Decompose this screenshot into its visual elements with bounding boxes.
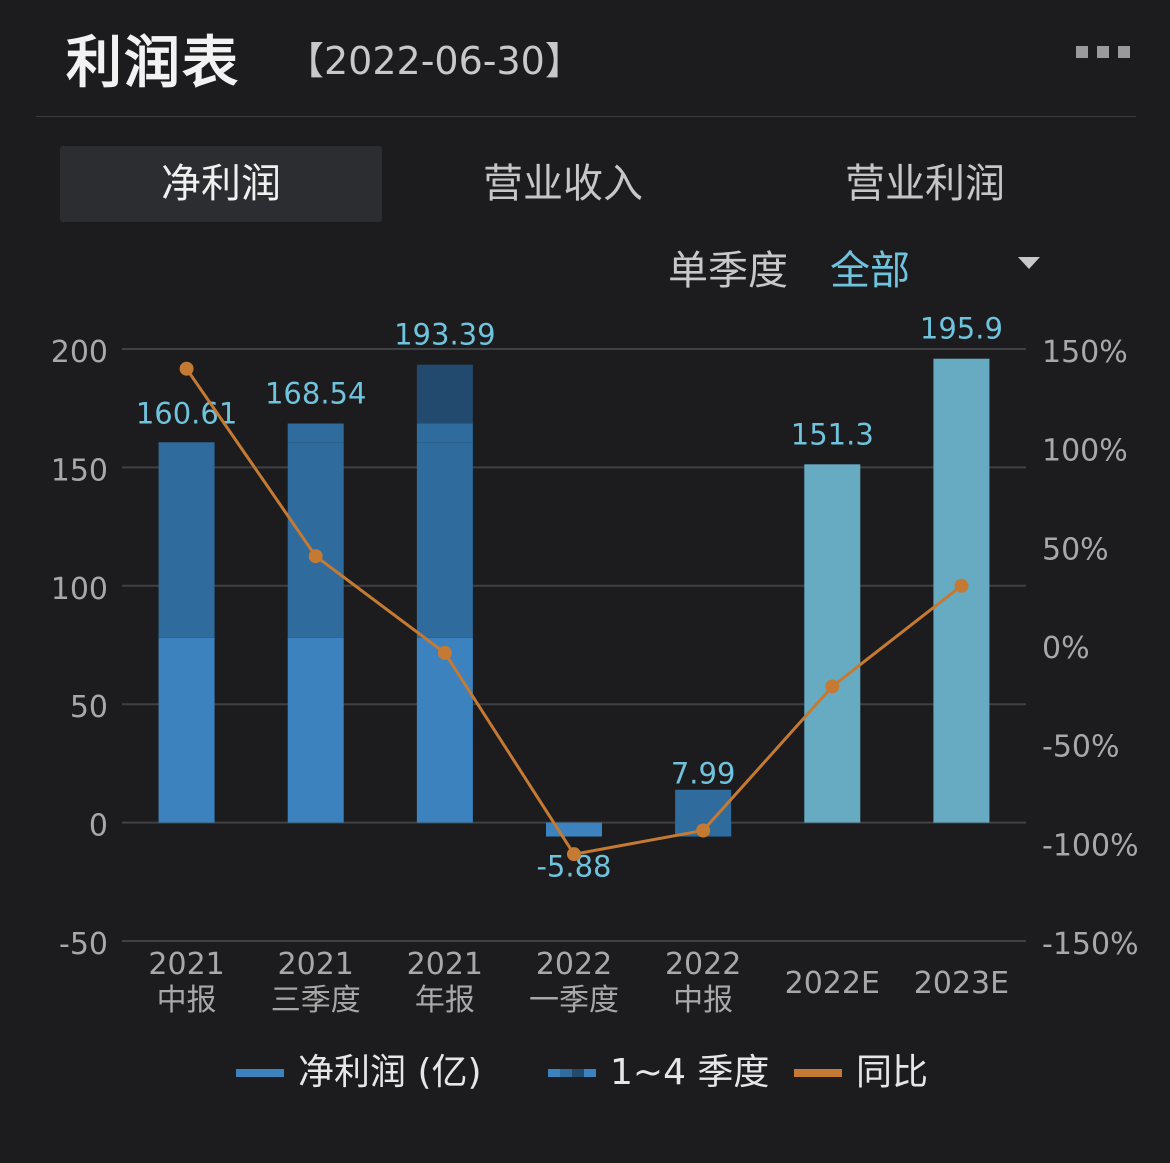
legend-item-quarters[interactable]: 1~4 季度 — [548, 1046, 769, 1100]
yoy-point — [437, 645, 452, 660]
data-label: 160.61 — [136, 396, 237, 430]
data-label: 7.99 — [671, 757, 736, 791]
x-tick-label-period: 中报 — [673, 983, 733, 1018]
yoy-point — [696, 823, 711, 838]
y-right-tick-label: -50% — [1042, 730, 1120, 765]
legend: 净利润 (亿) 1~4 季度 同比 — [0, 1046, 1170, 1106]
bar-segment — [287, 442, 344, 638]
x-tick-label-year: 2021 — [407, 947, 483, 982]
y-left-tick-label: 100 — [51, 572, 108, 607]
legend-label-net-profit: 净利润 (亿) — [298, 1052, 482, 1093]
data-label: 151.3 — [791, 417, 874, 451]
legend-label-quarters: 1~4 季度 — [610, 1052, 770, 1093]
chevron-down-icon[interactable] — [1016, 255, 1042, 271]
yoy-point — [308, 549, 323, 564]
y-right-tick-label: 100% — [1042, 434, 1128, 469]
header-divider — [36, 116, 1136, 117]
x-tick-label: 2023E — [914, 966, 1009, 1001]
y-left-tick-label: 0 — [89, 809, 108, 844]
x-tick-label-period: 三季度 — [271, 983, 361, 1018]
single-quarter-toggle[interactable]: 单季度 — [668, 248, 788, 294]
legend-swatch-net-profit — [236, 1069, 284, 1077]
y-right-tick-label: -150% — [1042, 927, 1139, 962]
bar-segment — [158, 637, 215, 823]
x-tick-label-year: 2022 — [665, 947, 741, 982]
y-right-tick-label: 50% — [1042, 532, 1109, 567]
legend-swatch-yoy — [794, 1069, 842, 1077]
bar-segment — [416, 442, 473, 638]
y-right-tick-label: 0% — [1042, 631, 1090, 666]
bar-estimate — [804, 464, 861, 823]
bar-segment — [416, 364, 473, 424]
data-label: 168.54 — [265, 376, 366, 410]
metric-tabs: 净利润 营业收入 营业利润 — [60, 146, 1140, 222]
header: 利润表 【2022-06-30】 — [0, 0, 1170, 116]
y-right-tick-label: 150% — [1042, 335, 1128, 370]
period-select-value[interactable]: 全部 — [830, 248, 910, 294]
y-left-tick-label: -50 — [59, 927, 108, 962]
legend-swatch-quarters — [548, 1069, 596, 1077]
x-tick-label-period: 中报 — [157, 983, 217, 1018]
more-icon[interactable] — [1076, 46, 1130, 58]
x-tick-label: 2022E — [785, 966, 880, 1001]
y-left-tick-label: 50 — [70, 690, 108, 725]
x-tick-label-year: 2021 — [278, 947, 354, 982]
legend-label-yoy: 同比 — [856, 1052, 929, 1093]
tab-net-profit[interactable]: 净利润 — [60, 146, 382, 222]
data-label: 193.39 — [394, 318, 495, 352]
y-left-tick-label: 200 — [51, 335, 108, 370]
tab-revenue[interactable]: 营业收入 — [483, 161, 643, 207]
bar-segment — [158, 442, 215, 638]
profit-chart: 200 150 100 50 0 -50 150% 100% 50% 0% -50% -100% -15… — [51, 312, 1139, 1018]
yoy-point — [567, 847, 581, 862]
yoy-point — [825, 679, 840, 694]
page-title: 利润表 — [66, 31, 240, 96]
tab-operating-profit[interactable]: 营业利润 — [845, 161, 1005, 207]
x-tick-label-period: 年报 — [415, 983, 475, 1018]
x-tick-label-year: 2022 — [536, 947, 612, 982]
report-date: 【2022-06-30】 — [286, 39, 583, 83]
chart-area: 200 150 100 50 0 -50 150% 100% 50% 0% -50% -100% -15… — [0, 300, 1170, 1040]
bar-segment — [287, 423, 344, 443]
yoy-point — [954, 578, 969, 593]
bar-segment — [416, 423, 473, 443]
y-left-tick-label: 150 — [51, 453, 108, 488]
yoy-point — [179, 361, 194, 376]
legend-item-yoy[interactable]: 同比 — [794, 1046, 928, 1100]
legend-item-net-profit[interactable]: 净利润 (亿) — [236, 1046, 482, 1100]
x-tick-label-year: 2021 — [148, 947, 224, 982]
y-right-tick-label: -100% — [1042, 828, 1139, 863]
x-tick-label-period: 一季度 — [529, 983, 619, 1018]
data-label: 195.9 — [920, 312, 1003, 346]
bar-segment — [287, 637, 344, 823]
bar-segment — [416, 637, 473, 823]
